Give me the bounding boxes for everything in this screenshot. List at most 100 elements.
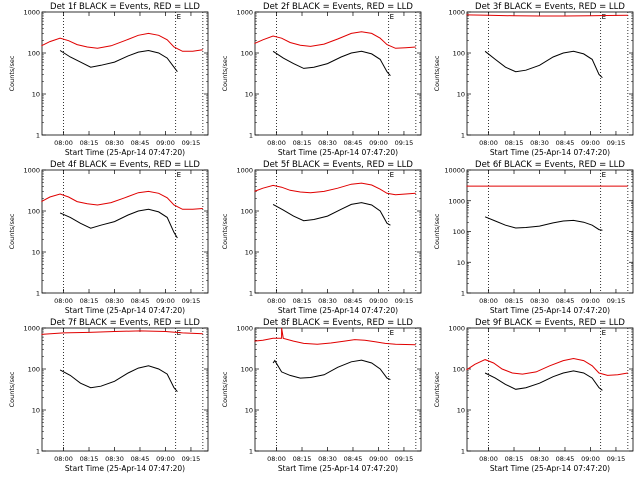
x-tick-label: 08:30: [530, 139, 549, 147]
x-tick-label: 08:45: [344, 297, 363, 305]
x-tick-label: 08:00: [54, 297, 73, 305]
y-tick-label: 10: [245, 249, 253, 257]
x-tick-label: 08:45: [131, 455, 150, 463]
x-tick-label: 08:15: [293, 297, 312, 305]
x-tick-label: 08:45: [131, 139, 150, 147]
x-tick-label: 08:45: [131, 297, 150, 305]
plot-frame: [466, 11, 634, 136]
x-tick-label: 08:00: [54, 455, 73, 463]
plot-frame: [41, 169, 209, 294]
lld-series-line: [41, 190, 203, 210]
x-tick-label: 08:00: [54, 139, 73, 147]
plot-frame: [41, 11, 209, 136]
lld-series-line: [254, 31, 416, 49]
x-tick-label: 09:15: [607, 297, 626, 305]
y-tick-label: 10: [457, 91, 465, 99]
y-tick-label: 100: [241, 208, 253, 216]
chart-title: Det 1f BLACK = Events, RED = LLD: [50, 2, 200, 12]
x-tick-label: 08:00: [267, 139, 286, 147]
y-tick-label: 100: [453, 50, 465, 58]
x-tick-label: 08:15: [293, 139, 312, 147]
chart-title: Det 4f BLACK = Events, RED = LLD: [50, 160, 200, 170]
chart-panel: Det 9f BLACK = Events, RED = LLD Counts/s…: [433, 318, 634, 473]
x-tick-label: 08:30: [318, 139, 337, 147]
x-tick-label: 08:00: [479, 455, 498, 463]
x-tick-label: 08:45: [344, 139, 363, 147]
events-series-line: [272, 359, 391, 381]
x-axis-label: Start Time (25-Apr-14 07:47:20): [278, 306, 398, 315]
y-axis-label: Counts/sec: [221, 213, 229, 249]
plot-frame: [254, 169, 422, 294]
x-tick-label: 09:00: [581, 139, 600, 147]
chart-title: Det 2f BLACK = Events, RED = LLD: [263, 2, 413, 12]
lld-series-line: [254, 327, 416, 346]
y-axis-label: Counts/sec: [221, 55, 229, 91]
y-tick-label: 1000: [448, 9, 465, 17]
x-axis-label: Start Time (25-Apr-14 07:47:20): [490, 306, 610, 315]
x-axis-label: Start Time (25-Apr-14 07:47:20): [278, 464, 398, 473]
y-tick-label: 100: [241, 366, 253, 374]
x-axis-label: Start Time (25-Apr-14 07:47:20): [490, 148, 610, 157]
chart-panel: Det 3f BLACK = Events, RED = LLD Counts/s…: [433, 2, 634, 157]
y-tick-label: 1000: [23, 167, 40, 175]
y-tick-label: 1: [36, 448, 40, 456]
x-axis-label: Start Time (25-Apr-14 07:47:20): [65, 148, 185, 157]
y-tick-label: 100: [28, 208, 40, 216]
x-tick-label: 09:00: [581, 455, 600, 463]
x-tick-label: 08:15: [80, 139, 99, 147]
chart-title: Det 5f BLACK = Events, RED = LLD: [263, 160, 413, 170]
x-tick-label: 08:00: [479, 297, 498, 305]
y-tick-label: 1: [249, 290, 253, 298]
x-tick-label: 08:30: [530, 455, 549, 463]
x-tick-label: 09:00: [156, 139, 175, 147]
y-tick-label: 100: [28, 366, 40, 374]
x-tick-label: 09:15: [607, 455, 626, 463]
chart-panel: Det 7f BLACK = Events, RED = LLD Counts/s…: [8, 318, 209, 473]
marker-label: E: [390, 13, 394, 21]
events-series-line: [59, 208, 178, 239]
x-tick-label: 08:00: [267, 297, 286, 305]
events-series-line: [59, 49, 178, 73]
y-tick-label: 1: [461, 290, 465, 298]
x-tick-label: 08:30: [318, 297, 337, 305]
marker-label: E: [602, 171, 606, 179]
x-tick-label: 09:00: [156, 297, 175, 305]
y-tick-label: 1000: [236, 9, 253, 17]
x-axis-label: Start Time (25-Apr-14 07:47:20): [65, 464, 185, 473]
y-axis-label: Counts/sec: [433, 213, 441, 249]
plot-frame: [254, 327, 422, 452]
events-series-line: [272, 202, 391, 226]
y-tick-label: 10: [32, 407, 40, 415]
chart-title: Det 9f BLACK = Events, RED = LLD: [475, 318, 625, 328]
x-tick-label: 08:45: [556, 297, 575, 305]
events-series-line: [484, 370, 603, 391]
x-axis-label: Start Time (25-Apr-14 07:47:20): [65, 306, 185, 315]
x-tick-label: 08:00: [267, 455, 286, 463]
x-tick-label: 08:15: [80, 297, 99, 305]
y-axis-label: Counts/sec: [433, 371, 441, 407]
chart-panel: Det 8f BLACK = Events, RED = LLD Counts/s…: [221, 318, 422, 473]
chart-panel: Det 4f BLACK = Events, RED = LLD Counts/s…: [8, 160, 209, 315]
x-tick-label: 08:15: [293, 455, 312, 463]
x-tick-label: 08:30: [105, 139, 124, 147]
x-tick-label: 08:00: [479, 139, 498, 147]
y-tick-label: 1: [36, 132, 40, 140]
x-tick-label: 09:15: [395, 139, 414, 147]
x-tick-label: 08:45: [344, 455, 363, 463]
lld-series-line: [41, 330, 203, 335]
y-tick-label: 1000: [448, 325, 465, 333]
y-tick-label: 10: [245, 91, 253, 99]
x-tick-label: 08:30: [318, 455, 337, 463]
x-tick-label: 08:15: [505, 297, 524, 305]
lld-series-line: [41, 32, 203, 52]
x-tick-label: 08:15: [505, 139, 524, 147]
x-tick-label: 09:00: [581, 297, 600, 305]
x-tick-label: 08:45: [556, 139, 575, 147]
marker-label: E: [390, 329, 394, 337]
x-tick-label: 08:45: [556, 455, 575, 463]
y-tick-label: 10: [245, 407, 253, 415]
marker-label: E: [177, 171, 181, 179]
chart-title: Det 8f BLACK = Events, RED = LLD: [263, 318, 413, 328]
x-tick-label: 09:15: [395, 455, 414, 463]
